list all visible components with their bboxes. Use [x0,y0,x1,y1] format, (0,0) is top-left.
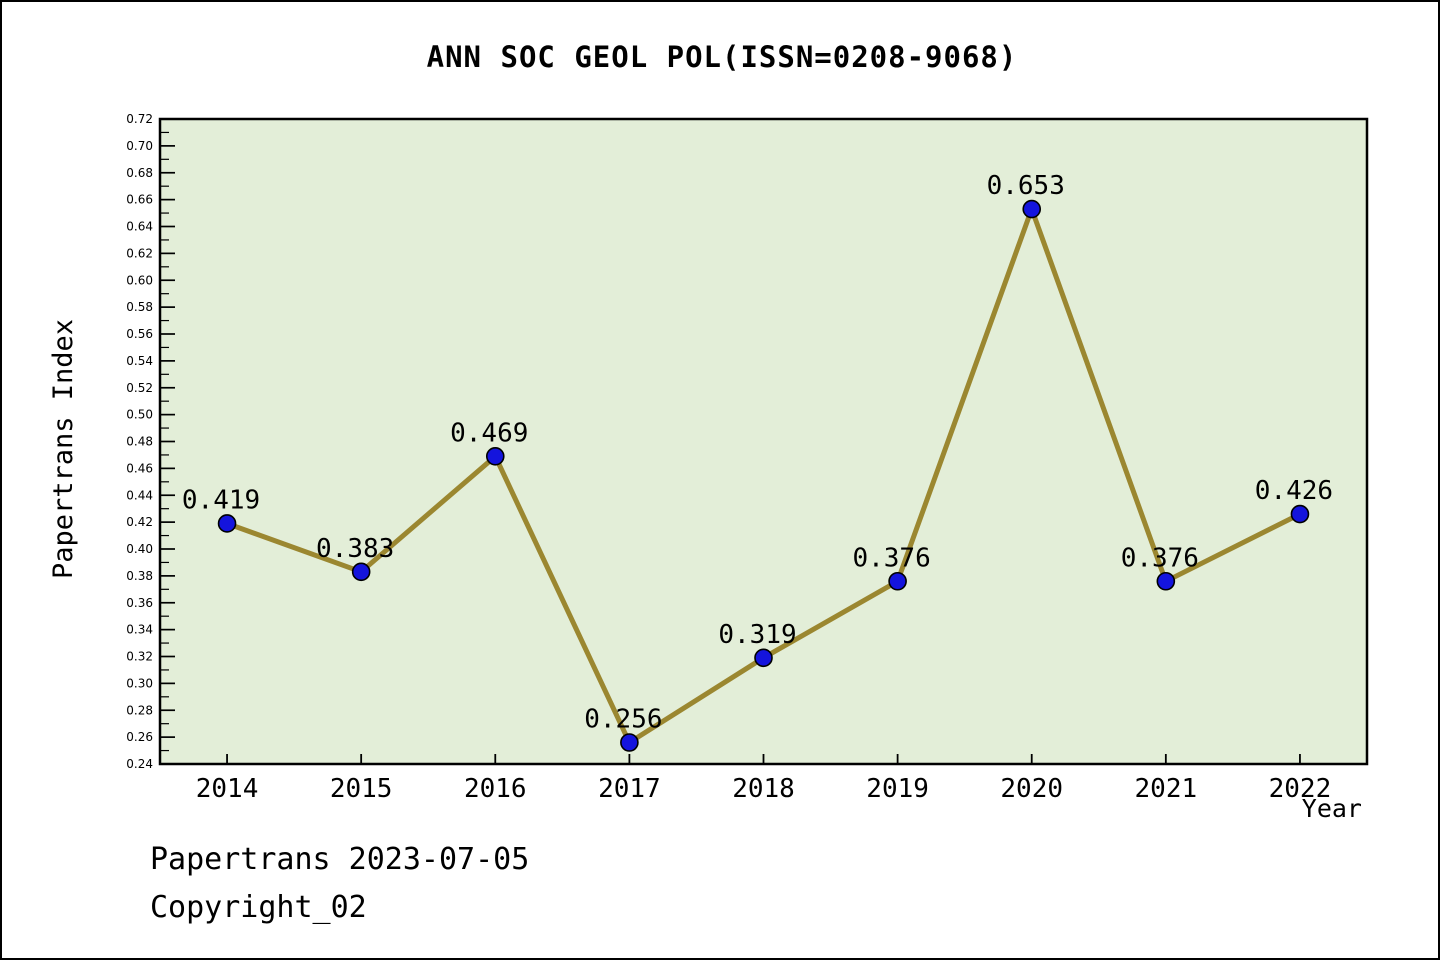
chart-layer: 0.24 0.26 0.28 0.30 0.32 0.34 0.36 0.38 0.40 0.42… [126,112,1369,804]
y-tick-label: 0.36 [126,596,153,610]
y-tick-label: 0.34 [126,623,153,637]
point-label-2021: 0.376 [1121,543,1199,573]
y-tick-label: 0.72 [126,112,153,126]
y-tick-label: 0.66 [126,193,153,207]
y-axis-label: Papertrans Index [48,319,79,579]
plot-area [158,117,1369,766]
data-point-2016 [485,446,505,466]
y-tick-label: 0.42 [126,515,153,529]
x-tick-label: 2018 [732,774,795,804]
x-tick-label: 2015 [330,774,393,804]
data-point-2014 [217,514,237,533]
y-tick-label: 0.46 [126,461,153,475]
y-tick-label: 0.60 [126,273,153,287]
y-tick-label: 0.38 [126,569,153,583]
x-tick-label: 2016 [464,774,527,804]
x-tick-label: 2014 [196,774,259,804]
y-tick-label: 0.50 [126,408,153,422]
point-label-2014: 0.419 [182,485,260,515]
y-tick-label: 0.56 [126,327,153,341]
data-point-2022 [1290,504,1310,524]
point-label-2016: 0.469 [450,418,528,448]
x-tick-label: 2017 [598,774,661,804]
point-label-2022: 0.426 [1255,476,1333,506]
y-tick-label: 0.24 [126,757,153,771]
data-point-2017 [620,733,639,752]
y-tick-label: 0.30 [126,676,153,690]
point-label-2018: 0.319 [718,620,796,650]
y-tick-label: 0.32 [126,650,153,664]
y-tick-label: 0.70 [126,139,153,153]
point-label-2020: 0.653 [987,171,1065,201]
y-tick-label: 0.54 [126,354,153,368]
data-point-2020 [1022,199,1042,219]
chart-title: ANN SOC GEOL POL(ISSN=0208-9068) [426,40,1018,74]
y-tick-label: 0.40 [126,542,153,556]
y-tick-label: 0.62 [126,246,153,260]
data-point-2021 [1156,571,1176,591]
y-tick-label: 0.48 [126,435,153,449]
footer: Papertrans 2023-07-05 Copyright_02 [150,836,529,932]
x-tick-label: 2021 [1135,774,1198,804]
y-tick-label: 0.64 [126,220,153,234]
x-tick-label: 2019 [866,774,929,804]
x-axis-label: Year [1302,794,1362,823]
point-label-2015: 0.383 [316,534,394,564]
data-point-2019 [888,571,907,591]
y-tick-label: 0.44 [126,488,153,502]
y-tick-label: 0.58 [126,300,153,314]
point-label-2019: 0.376 [852,543,930,573]
y-tick-label: 0.52 [126,381,153,395]
footer-copyright: Copyright_02 [150,890,367,925]
y-tick-label: 0.68 [126,166,153,180]
footer-date: Papertrans 2023-07-05 [150,842,530,877]
point-label-2017: 0.256 [584,705,662,735]
x-tick-label: 2020 [1000,774,1063,804]
x-tick-label: 2022 [1269,774,1332,804]
data-point-2018 [754,648,773,668]
y-tick-label: 0.26 [126,730,153,744]
data-point-2015 [351,562,371,582]
y-tick-label: 0.28 [126,703,153,717]
